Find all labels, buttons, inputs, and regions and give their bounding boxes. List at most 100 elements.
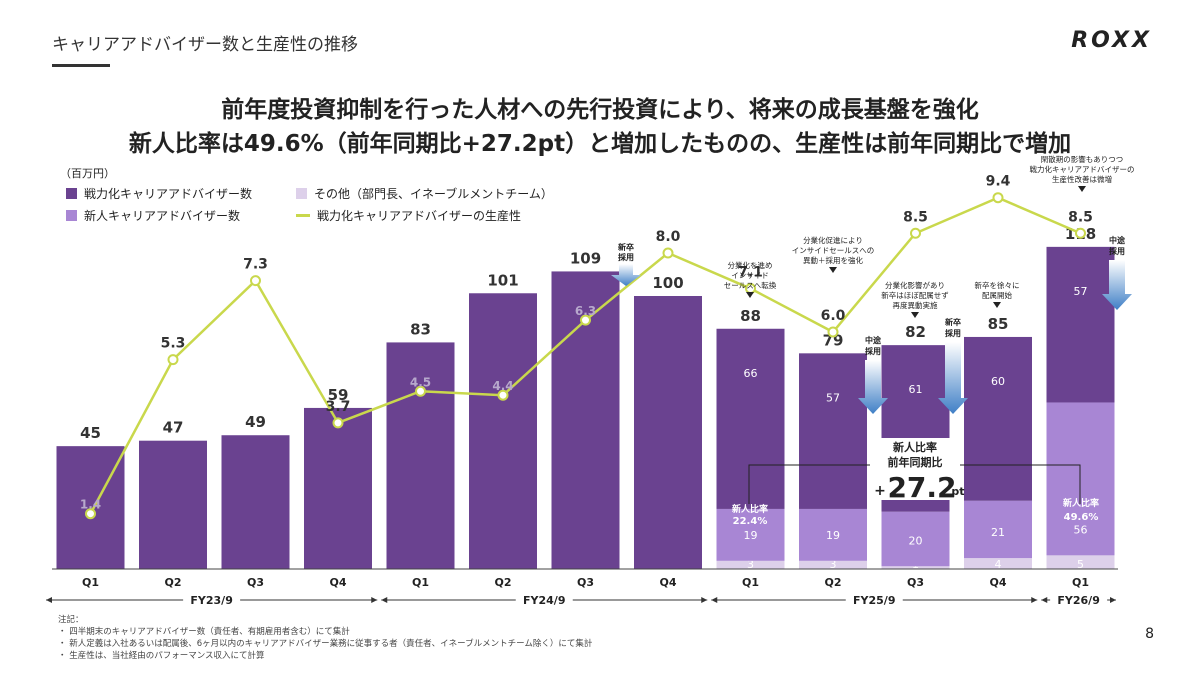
x-tick-label: Q1 <box>412 576 429 589</box>
bar-segment-experienced <box>799 353 867 509</box>
footnote-title: 注記： <box>58 615 84 625</box>
hiring-arrow-chuto-2: 中途 採用 <box>1102 235 1132 310</box>
note-q3-fy25-line-2: 新卒はほぼ配属せず <box>881 290 949 300</box>
x-tick-label: Q1 <box>742 576 759 589</box>
bar-total-label: 82 <box>905 323 926 341</box>
legend-label-productivity: 戦力化キャリアアドバイザーの生産性 <box>317 209 522 223</box>
bar-segment-label: 57 <box>1074 285 1088 298</box>
hiring-arrow-shinsotsu-2-line-2: 採用 <box>945 328 961 338</box>
down-arrow-icon <box>858 360 888 414</box>
productivity-label: 6.3 <box>575 304 596 318</box>
note-q1-fy25-line-2: インサイド <box>731 271 769 280</box>
hiring-arrow-chuto-2-line-1: 中途 <box>1109 235 1126 245</box>
bar-total-label: 83 <box>410 320 431 338</box>
yoy-plus: + <box>874 483 886 499</box>
hiring-arrow-shinsotsu-2: 新卒 採用 <box>938 317 968 414</box>
productivity-point <box>1075 227 1086 239</box>
note-q4-fy25-line-1: 新卒を徐々に <box>975 280 1020 290</box>
note-q2-fy25-line-2: インサイドセールスへの <box>792 246 875 255</box>
note-q2-fy25-arrow <box>829 267 837 273</box>
productivity-label: 9.4 <box>986 174 1011 190</box>
bar-segment-label: 56 <box>1074 523 1088 536</box>
bar-total-label: 88 <box>740 307 761 325</box>
headline-line-1: 前年度投資抑制を行った人材への先行投資により、将来の成長基盤を強化 <box>221 97 979 123</box>
productivity-point <box>662 247 674 259</box>
legend-item-experienced: 戦力化キャリアアドバイザー数 <box>66 185 252 202</box>
x-tick-label: Q3 <box>907 576 924 589</box>
headline-line-2: 新人比率は49.6%（前年同期比+27.2pt）と増加したものの、生産性は前年同… <box>128 131 1072 157</box>
bar-segment-label: 61 <box>909 383 923 396</box>
footnote-item: ・ 四半期末のキャリアアドバイザー数（責任者、有期雇用者含む）にて集計 <box>58 627 350 637</box>
bar-segment-other <box>716 560 785 569</box>
note-q1-fy25: 分業化を進め インサイド セールスへ転換 <box>724 260 777 298</box>
productivity-label: 1.4 <box>80 498 101 512</box>
note-q1-fy26-line-3: 生産性改善は微増 <box>1052 174 1112 184</box>
yoy-label-1: 新人比率 <box>893 440 937 454</box>
bar-segment-experienced <box>56 446 125 569</box>
bracket-arrow-icon <box>46 597 52 603</box>
bar-segment-label: 5 <box>1077 558 1084 571</box>
bar-segment-label: 21 <box>991 526 1005 539</box>
yoy-unit: pt <box>951 485 964 498</box>
legend-label-experienced: 戦力化キャリアアドバイザー数 <box>84 187 253 201</box>
x-tick-label: Q4 <box>659 576 676 589</box>
bar-segment-label: 60 <box>991 375 1005 388</box>
productivity-point <box>332 417 344 429</box>
bar-total-label: 45 <box>80 424 101 442</box>
bar-segment-experienced <box>964 336 1032 501</box>
bracket-arrow-icon <box>701 597 708 603</box>
footnotes: 注記： ・ 四半期末のキャリアアドバイザー数（責任者、有期雇用者含む）にて集計 … <box>58 614 592 662</box>
ratio-now-label: 新人比率 <box>1063 497 1099 509</box>
x-tick-label: Q3 <box>247 576 264 589</box>
hiring-arrow-chuto-1-line-2: 採用 <box>865 346 881 356</box>
bar-segment-experienced <box>221 435 290 569</box>
note-q3-fy25: 分業化影響があり 新卒はほぼ配属せず 再度異動実施 <box>881 280 949 318</box>
fiscal-year-label: FY25/9 <box>853 594 895 607</box>
productivity-point <box>910 227 921 239</box>
legend-item-other: その他（部門長、イネーブルメントチーム） <box>296 185 553 202</box>
footnote-item: ・ 新人定義は入社あるいは配属後、6ヶ月以内のキャリアアドバイザー業務に従事する… <box>58 639 593 649</box>
bar-segment-label: 20 <box>909 534 923 547</box>
hiring-arrow-shinsotsu-1: 新卒 採用 <box>611 242 641 286</box>
x-tick-label: Q2 <box>494 576 511 589</box>
note-q1-fy25-arrow <box>746 292 754 298</box>
productivity-label: 8.5 <box>903 209 928 225</box>
fiscal-year-label: FY26/9 <box>1057 594 1099 607</box>
legend-swatch-other <box>296 188 307 199</box>
bar-segment-other <box>799 560 867 569</box>
note-q3-fy25-line-3: 再度異動実施 <box>893 300 938 310</box>
x-tick-label: Q4 <box>989 576 1006 589</box>
note-q1-fy25-line-3: セールスへ転換 <box>724 280 777 290</box>
page-number: 8 <box>1145 626 1154 642</box>
bracket-arrow-icon <box>1110 597 1116 603</box>
bar-segment-experienced <box>634 296 702 569</box>
bar-segment-other <box>881 566 950 569</box>
bar-segment-label: 19 <box>826 529 840 542</box>
productivity-label: 8.5 <box>1068 209 1093 225</box>
bracket-arrow-icon <box>371 597 378 603</box>
x-tick-label: Q3 <box>577 576 594 589</box>
bar-total-label: 101 <box>487 271 518 289</box>
note-q1-fy26-line-1: 閑散期の影響もありつつ <box>1041 154 1124 164</box>
legend-item-new: 新人キャリアアドバイザー数 <box>66 207 240 224</box>
down-arrow-icon <box>938 342 968 414</box>
note-q2-fy25: 分業化促進により インサイドセールスへの 異動＋採用を強化 <box>792 235 875 273</box>
note-q3-fy25-arrow <box>911 312 919 318</box>
productivity-point <box>415 385 426 397</box>
bar-total-label: 85 <box>988 315 1009 333</box>
bar-total-label: 49 <box>245 413 266 431</box>
note-q2-fy25-line-1: 分業化促進により <box>803 235 863 245</box>
x-tick-label: Q2 <box>824 576 841 589</box>
bar-total-label: 47 <box>163 419 184 437</box>
bar-total-label: 79 <box>823 331 844 349</box>
bar-total-label: 109 <box>570 249 601 267</box>
productivity-point <box>580 314 591 326</box>
productivity-label: 4.4 <box>492 379 513 393</box>
ratio-prev-value: 22.4% <box>733 516 768 527</box>
note-q1-fy26: 閑散期の影響もありつつ 戦力化キャリアアドバイザーの 生産性改善は微増 <box>1030 154 1135 192</box>
note-q1-fy26-line-2: 戦力化キャリアアドバイザーの <box>1030 164 1135 174</box>
hiring-arrow-chuto-1: 中途 採用 <box>858 335 888 414</box>
yoy-label-bg <box>870 438 960 500</box>
productivity-label: 8.0 <box>656 229 681 245</box>
bar-segment-experienced <box>304 407 372 569</box>
